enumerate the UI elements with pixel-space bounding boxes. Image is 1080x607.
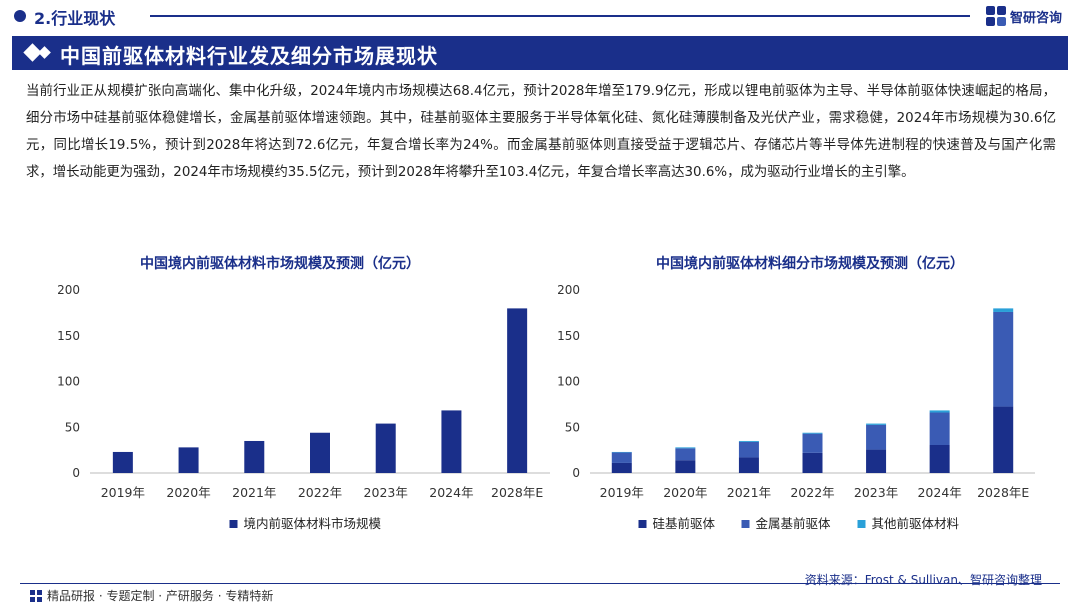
legend-swatch-1 — [638, 520, 647, 528]
x-tick-label: 2022年 — [790, 485, 834, 500]
y-tick-label: 50 — [65, 420, 80, 434]
bar-1 — [929, 445, 950, 473]
body-paragraph: 当前行业正从规模扩张向高端化、集中化升级，2024年境内市场规模达68.4亿元，… — [26, 84, 1056, 180]
bar-2 — [611, 452, 632, 463]
bar-1 — [866, 449, 887, 473]
y-tick-label: 0 — [72, 466, 80, 480]
legend-label-1: 硅基前驱体 — [653, 516, 716, 531]
chart2-segment-size: 0 50 100 150 200 2019年 2020年 2021年 2022年 2023年 202… — [557, 283, 1035, 531]
bar-1 — [993, 406, 1014, 473]
bar-2 — [993, 311, 1014, 407]
bar-1 — [310, 432, 330, 473]
footer-logo-icon — [30, 589, 42, 602]
source-note: 资料来源：Frost & Sullivan、智研咨询整理 — [804, 573, 1042, 587]
footer-slogan: 精品研报 · 专题定制 · 产研服务 · 专精特新 — [30, 587, 273, 604]
y-tick-label: 200 — [557, 283, 580, 297]
x-tick-label: 2020年 — [166, 485, 210, 500]
bar-3 — [866, 423, 887, 425]
y-tick-label: 50 — [565, 420, 580, 434]
legend-swatch-3 — [857, 520, 866, 528]
y-tick-label: 100 — [557, 375, 580, 389]
y-tick-label: 200 — [57, 283, 80, 297]
legend-label-1: 境内前驱体材料市场规模 — [244, 516, 382, 531]
x-tick-label: 2023年 — [854, 485, 898, 500]
bar-1 — [738, 457, 759, 473]
x-tick-label: 2023年 — [364, 485, 408, 500]
x-tick-label: 2021年 — [232, 485, 276, 500]
chart2-title: 中国境内前驱体材料细分市场规模及预测（亿元） — [656, 256, 964, 272]
bar-3 — [929, 410, 950, 413]
legend-swatch-2 — [741, 520, 750, 528]
bar-1 — [178, 447, 199, 473]
chart1-market-size: 0 50 100 150 200 2019年 2020年 2021年 2022年 2023年 202… — [57, 283, 550, 531]
legend-swatch-1 — [229, 520, 238, 528]
bar-2 — [866, 424, 887, 450]
section-dot-icon — [14, 10, 26, 22]
bar-2 — [802, 433, 823, 453]
footer-text: 精品研报 · 专题定制 · 产研服务 · 专精特新 — [47, 589, 274, 603]
bar-1 — [112, 451, 133, 473]
bar-3 — [675, 447, 696, 449]
x-tick-label: 2024年 — [429, 485, 473, 500]
y-tick-label: 100 — [57, 375, 80, 389]
bar-1 — [802, 452, 823, 473]
logo-text: 智研咨询 — [1010, 10, 1063, 26]
x-tick-label: 2028年E — [491, 485, 543, 500]
title-banner: 中国前驱体材料行业发及细分市场展现状 — [12, 36, 1068, 70]
bar-3 — [802, 432, 823, 434]
top-bar: 2.行业现状 智研咨询 — [0, 0, 1080, 32]
page-title: 中国前驱体材料行业发及细分市场展现状 — [60, 44, 438, 68]
legend-label-2: 金属基前驱体 — [756, 516, 832, 531]
top-divider — [150, 15, 970, 17]
brand-logo: 智研咨询 — [986, 6, 1062, 26]
bar-1 — [507, 308, 528, 473]
x-tick-label: 2020年 — [663, 485, 707, 500]
bar-2 — [929, 412, 950, 446]
chart1-title: 中国境内前驱体材料市场规模及预测（亿元） — [140, 256, 420, 272]
bar-3 — [993, 308, 1014, 312]
logo-icon — [986, 6, 1006, 26]
bar-1 — [244, 440, 265, 473]
bar-1 — [611, 462, 632, 473]
bar-1 — [375, 423, 396, 473]
y-tick-label: 150 — [557, 329, 580, 343]
bar-1 — [441, 410, 462, 473]
x-tick-label: 2019年 — [600, 485, 644, 500]
section-title: 2.行业现状 — [34, 9, 116, 28]
y-tick-label: 0 — [572, 466, 580, 480]
x-tick-label: 2021年 — [727, 485, 771, 500]
x-tick-label: 2022年 — [298, 485, 342, 500]
legend-label-3: 其他前驱体材料 — [872, 516, 960, 531]
diamond-small-icon — [38, 46, 51, 59]
x-tick-label: 2028年E — [977, 485, 1029, 500]
bar-1 — [675, 460, 696, 473]
bar-3 — [738, 440, 759, 442]
y-tick-label: 150 — [57, 329, 80, 343]
x-tick-label: 2019年 — [101, 485, 145, 500]
bottom-divider — [20, 583, 1060, 584]
bar-2 — [675, 448, 696, 461]
x-tick-label: 2024年 — [917, 485, 961, 500]
bar-2 — [738, 441, 759, 458]
